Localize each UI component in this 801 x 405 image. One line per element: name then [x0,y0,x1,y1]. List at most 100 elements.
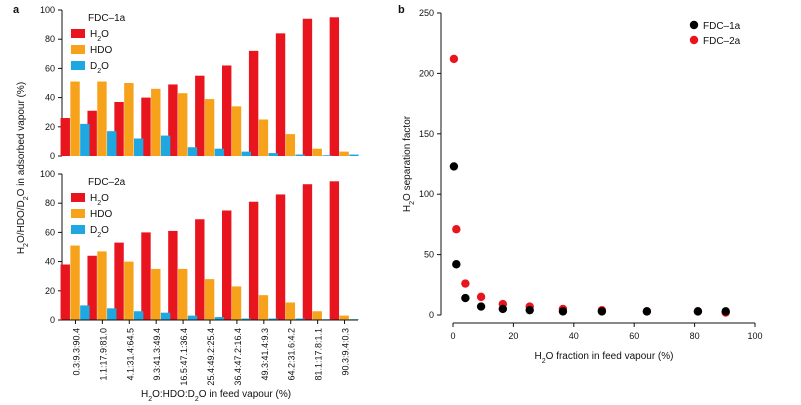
bar-d2o-2 [107,308,117,320]
y-tick-label: 100 [419,189,434,199]
legend-swatch-d2o [71,225,85,234]
bar-h2o-1 [275,33,286,156]
y-tick-label: 40 [45,93,55,103]
legend-label-fdc–2a: FDC–2a [703,36,741,47]
x-tick-label: 16.5:47.1:36.4 [179,328,189,386]
point-fdc–1a [476,302,486,311]
bar-d2o-1 [107,131,117,156]
point-fdc–1a [498,304,508,314]
legend-label-hdo: HDO [90,45,112,56]
bar-d2o-2 [133,311,144,320]
bar-h2o-2 [329,181,340,320]
x-tick-label: 20 [508,331,518,341]
bar-h2o-2 [248,201,259,320]
bar-hdo-1 [204,99,215,156]
bar-d2o-1 [349,154,359,156]
bar-h2o-2 [222,210,232,320]
bar-d2o-2 [187,315,198,320]
bar-h2o-1 [60,118,70,156]
bar-d2o-2 [160,312,171,320]
point-fdc–1a [525,305,534,315]
legend-swatch-h2o [71,193,85,202]
bar-h2o-1 [222,65,232,156]
bar-hdo-2 [177,268,188,320]
bar-d2o-1 [268,153,278,156]
subpanel-title: FDC–1a [88,13,126,24]
bar-hdo-2 [339,315,349,320]
bar-h2o-2 [275,194,286,320]
legend-marker-fdc–2a [689,35,699,45]
legend-label-hdo: HDO [90,209,112,220]
x-tick-label: 0.3:9.3:90.4 [71,328,81,376]
bar-hdo-1 [177,93,188,156]
bar-hdo-1 [70,81,80,156]
y-tick-label: 0 [50,151,55,161]
bar-h2o-2 [168,230,178,320]
legend-swatch-d2o [71,61,85,70]
x-tick-label: 60 [629,331,639,341]
bar-d2o-1 [80,123,90,156]
y-tick-label: 20 [45,122,55,132]
point-fdc–2a [449,54,459,64]
y-tick-label: 40 [45,257,55,267]
x-tick-label: 1.1:17.9:81.0 [98,328,108,381]
bar-d2o-2 [241,318,252,320]
x-tick-label: 49.3:41.4:9.3 [260,328,270,381]
y-axis-label: H2O separation factor [402,115,416,212]
legend-label-d2o: D2O [90,61,109,75]
bar-hdo-2 [151,268,161,320]
x-tick-label: 25.4:49.2:25.4 [206,328,216,386]
bar-d2o-1 [133,138,144,156]
bar-hdo-2 [124,261,134,320]
bar-h2o-2 [87,255,97,320]
bar-d2o-2 [295,318,305,320]
bar-d2o-2 [268,318,278,320]
bar-h2o-2 [60,264,70,320]
bar-h2o-2 [195,219,205,320]
bar-h2o-1 [168,84,178,156]
x-tick-label: 80 [690,331,700,341]
legend-label-h2o: H2O [90,193,109,207]
legend-marker-fdc–1a [689,20,699,30]
x-tick-label: 90.3:9.4:0.3 [341,328,351,376]
y-tick-label: 80 [45,198,55,208]
bar-d2o-1 [295,154,305,156]
point-fdc–1a [461,293,470,303]
y-tick-label: 0 [429,310,434,320]
legend-swatch-h2o [71,29,85,38]
bar-hdo-2 [70,245,80,320]
bar-d2o-1 [160,135,171,156]
bar-h2o-1 [114,101,124,156]
legend-label-fdc–1a: FDC–1a [703,21,741,32]
x-tick-label: 64.2:31.6:4.2 [287,328,297,381]
y-tick-label: 60 [45,227,55,237]
bar-h2o-1 [141,97,151,156]
bar-hdo-2 [97,251,107,320]
bar-h2o-1 [248,50,259,156]
bar-h2o-2 [141,232,151,320]
y-tick-label: 100 [40,5,55,15]
y-tick-label: 20 [45,286,55,296]
point-fdc–2a [452,225,461,234]
bar-h2o-2 [302,184,313,320]
point-fdc–2a [461,279,470,288]
bar-d2o-2 [214,317,225,320]
bar-hdo-2 [204,279,215,320]
y-tick-label: 200 [419,68,434,78]
bar-d2o-2 [80,305,90,320]
bar-hdo-2 [312,311,322,320]
point-fdc–1a [597,307,607,316]
y-tick-label: 60 [45,63,55,73]
legend-label-h2o: H2O [90,29,109,43]
bar-hdo-1 [97,81,107,156]
legend-label-d2o: D2O [90,225,109,239]
bar-hdo-1 [124,83,134,156]
legend-swatch-hdo [71,45,85,54]
x-tick-label: 9.3:41.3:49.4 [152,328,162,381]
bar-hdo-1 [151,88,161,156]
x-axis-label: H2O:HDO:D2O in feed vapour (%) [141,389,291,403]
bar-h2o-1 [87,110,97,156]
bar-hdo-2 [258,295,269,320]
point-fdc–1a [449,162,459,171]
